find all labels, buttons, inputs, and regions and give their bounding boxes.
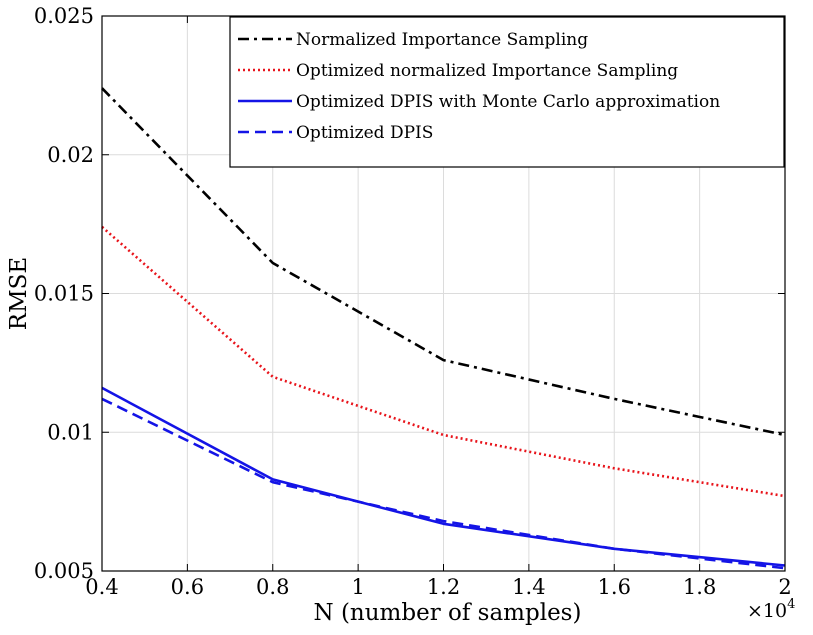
legend-label: Optimized DPIS [296, 123, 433, 143]
legend-label: Normalized Importance Sampling [296, 30, 588, 50]
x-multiplier-exponent: 4 [787, 597, 795, 612]
y-tick-label: 0.015 [34, 282, 94, 306]
series-line-4 [101, 397, 786, 570]
x-multiplier-base: ×10 [747, 600, 787, 622]
x-axis-label: N (number of samples) [314, 600, 582, 626]
x-tick-label: 1.8 [683, 575, 716, 599]
legend-box [229, 16, 785, 168]
series-line-1 [101, 87, 786, 437]
x-tick-label: 2 [778, 575, 791, 599]
ticks: 0.4 0.6 0.8 1 1.2 1.4 1.6 1.8 2 0.005 0.01 0.015 0.0… [34, 4, 792, 599]
series-lines [101, 87, 786, 570]
x-tick-label: 1.2 [427, 575, 460, 599]
y-tick-label: 0.025 [34, 4, 94, 28]
y-tick-label: 0.02 [47, 143, 94, 167]
x-tick-label: 1.6 [598, 575, 631, 599]
y-tick-label: 0.005 [34, 559, 94, 583]
y-tick-label: 0.01 [47, 420, 94, 444]
y-axis-label: RMSE [6, 257, 32, 330]
x-tick-label: 0.4 [85, 575, 118, 599]
series-line-2 [101, 225, 786, 498]
x-tick-label: 0.6 [171, 575, 204, 599]
legend: Normalized Importance Sampling Optimized … [229, 16, 785, 168]
x-axis-multiplier: ×104 [747, 597, 795, 622]
x-tick-label: 0.8 [256, 575, 289, 599]
x-tick-label: 1.4 [512, 575, 545, 599]
legend-label: Optimized normalized Importance Sampling [296, 61, 678, 81]
legend-label: Optimized DPIS with Monte Carlo approxim… [296, 92, 720, 112]
x-tick-label: 1 [351, 575, 364, 599]
